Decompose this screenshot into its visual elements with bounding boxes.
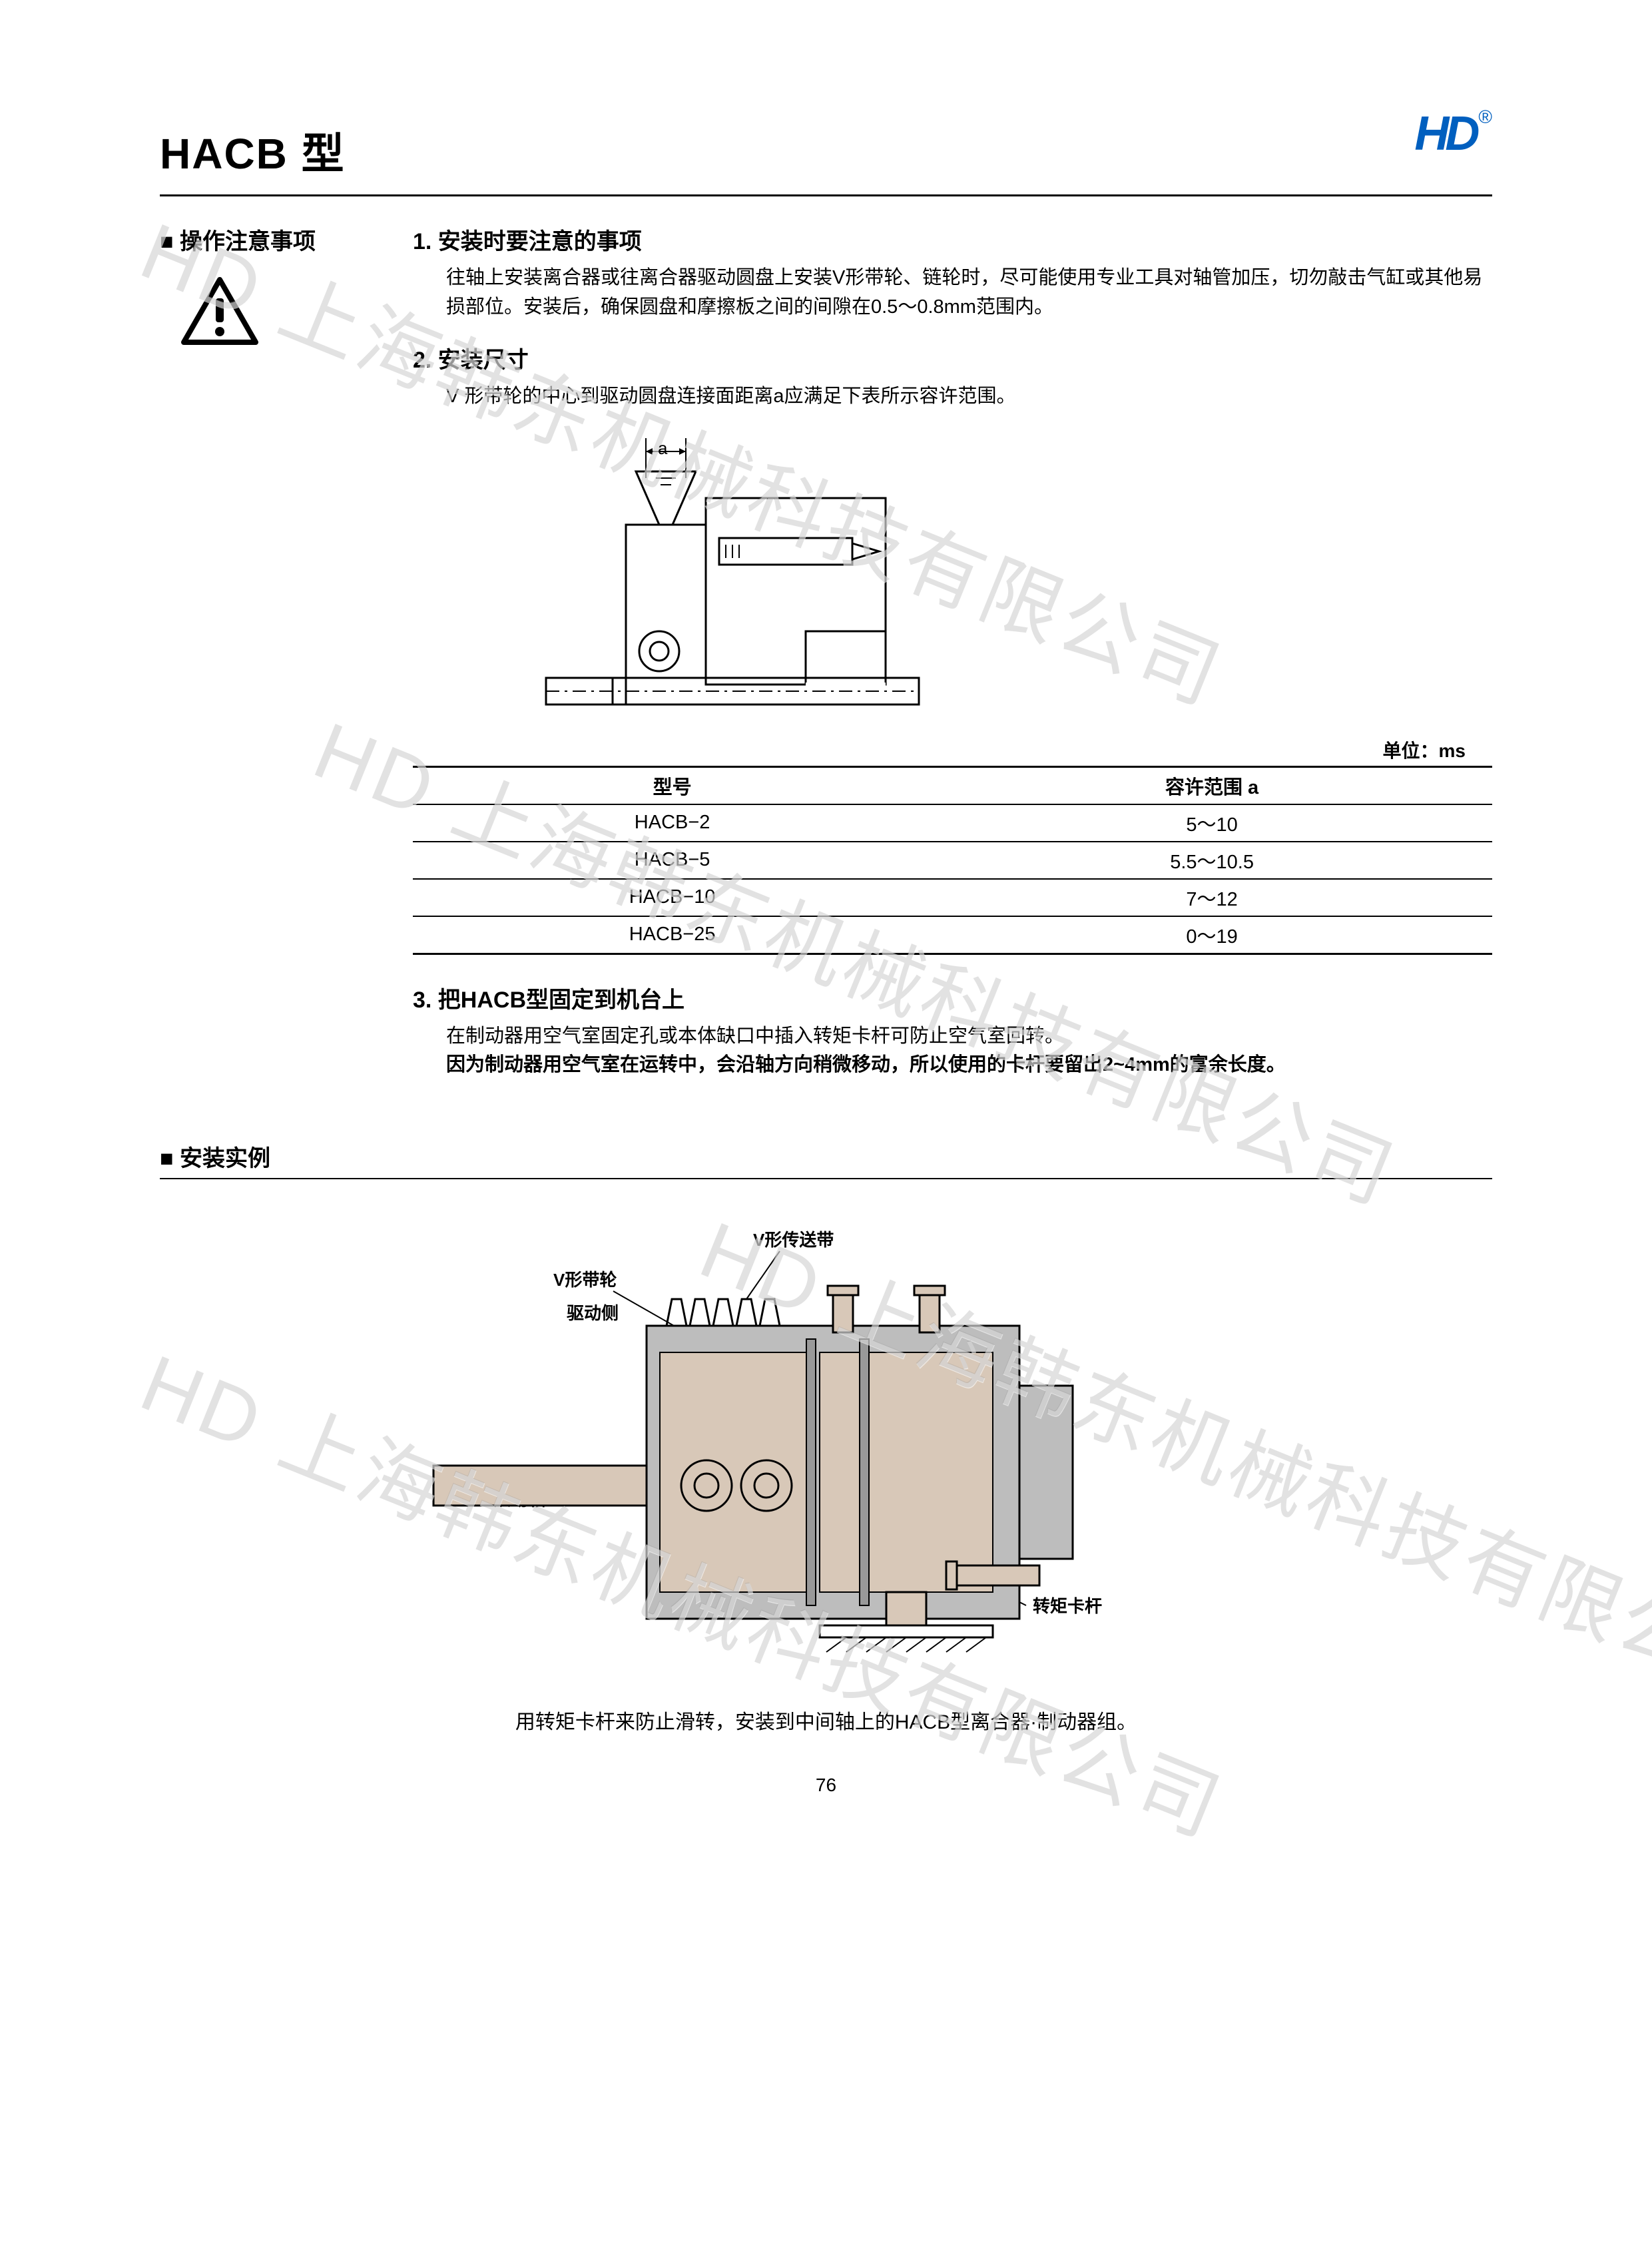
table-header-model: 型号 bbox=[413, 766, 932, 804]
brand-logo: HD ® bbox=[1414, 107, 1492, 161]
example-caption: 用转矩卡杆来防止滑转，安装到中间轴上的HACB型离合器·制动器组。 bbox=[160, 1705, 1492, 1735]
section-1-body: 往轴上安装离合器或往离合器驱动圆盘上安装V形带轮、链轮时，尽可能使用专业工具对轴… bbox=[446, 264, 1492, 322]
example-heading: 安装实例 bbox=[160, 1140, 1492, 1173]
header-divider bbox=[160, 194, 1492, 196]
example-figure: V形传送带 V形带轮 驱动侧 从动轴 转矩卡杆 bbox=[160, 1219, 1492, 1685]
table-row: HACB−5 5.5～10.5 bbox=[413, 842, 1492, 879]
table-header-range: 容许范围 a bbox=[932, 766, 1492, 804]
logo-text: HD bbox=[1414, 107, 1476, 161]
table-unit-label: 单位：ms bbox=[413, 736, 1466, 763]
table-cell: 0～19 bbox=[932, 916, 1492, 954]
label-torque: 转矩卡杆 bbox=[1033, 1596, 1102, 1616]
logo-registered-icon: ® bbox=[1478, 107, 1492, 128]
section-1-title: 1. 安装时要注意的事项 bbox=[413, 223, 1492, 256]
section-3-body: 在制动器用空气室固定孔或本体缺口中插入转矩卡杆可防止空气室回转。 因为制动器用空… bbox=[446, 1022, 1492, 1080]
side-heading-operation: 操作注意事项 bbox=[160, 223, 386, 256]
table-cell: HACB−2 bbox=[413, 804, 932, 842]
dim-a-label: a bbox=[658, 438, 667, 459]
label-vpulley: V形带轮 bbox=[553, 1270, 617, 1290]
example-divider bbox=[160, 1178, 1492, 1179]
table-cell: 5～10 bbox=[932, 804, 1492, 842]
table-cell: HACB−10 bbox=[413, 879, 932, 916]
warning-icon bbox=[180, 276, 386, 352]
table-cell: 5.5～10.5 bbox=[932, 842, 1492, 879]
label-drive: 驱动侧 bbox=[567, 1303, 619, 1323]
page-title: HACB 型 bbox=[160, 120, 346, 181]
table-row: HACB−25 0～19 bbox=[413, 916, 1492, 954]
spec-table: 型号 容许范围 a HACB−2 5～10 HACB−5 5.5～10.5 HA… bbox=[413, 766, 1492, 955]
dimension-diagram: a bbox=[519, 431, 1492, 730]
table-row: HACB−2 5～10 bbox=[413, 804, 1492, 842]
table-row: HACB−10 7～12 bbox=[413, 879, 1492, 916]
table-cell: HACB−25 bbox=[413, 916, 932, 954]
side-column: 操作注意事项 bbox=[160, 223, 386, 1100]
table-cell: HACB−5 bbox=[413, 842, 932, 879]
page-header: HACB 型 HD ® bbox=[160, 120, 1492, 181]
table-cell: 7～12 bbox=[932, 879, 1492, 916]
section-3-text-1: 在制动器用空气室固定孔或本体缺口中插入转矩卡杆可防止空气室回转。 bbox=[446, 1025, 1064, 1047]
content-column: 1. 安装时要注意的事项 往轴上安装离合器或往离合器驱动圆盘上安装V形带轮、链轮… bbox=[413, 223, 1492, 1100]
table-header-row: 型号 容许范围 a bbox=[413, 766, 1492, 804]
label-vbelt: V形传送带 bbox=[753, 1230, 834, 1250]
page-number: 76 bbox=[160, 1775, 1492, 1796]
section-2-body: V 形带轮的中心到驱动圆盘连接面距离a应满足下表所示容许范围。 bbox=[446, 382, 1492, 412]
section-2-title: 2. 安装尺寸 bbox=[413, 342, 1492, 374]
section-3-text-2: 因为制动器用空气室在运转中，会沿轴方向稍微移动，所以使用的卡杆要留出2~4mm的… bbox=[446, 1054, 1286, 1075]
section-3-title: 3. 把HACB型固定到机台上 bbox=[413, 981, 1492, 1014]
main-content: 操作注意事项 1. 安装时要注意的事项 往轴上安装离合器或往离合器驱动圆盘上安装… bbox=[160, 223, 1492, 1100]
